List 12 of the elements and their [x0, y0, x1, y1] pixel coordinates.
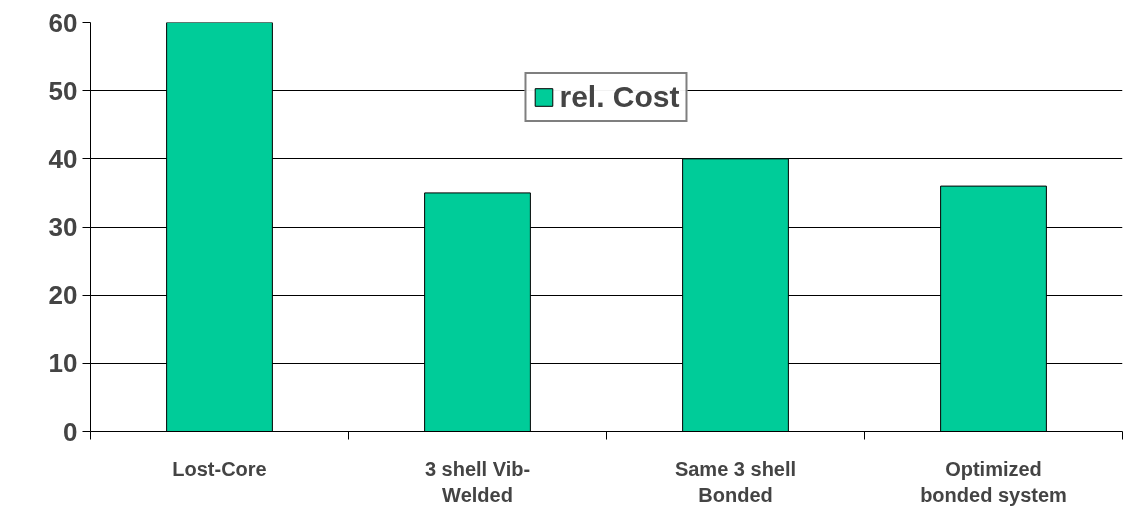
y-tick-label: 0 [63, 416, 78, 447]
x-tick-label: Same 3 shell Bonded [674, 457, 797, 506]
y-tick-label: 20 [48, 280, 78, 311]
y-tick-label: 50 [48, 75, 78, 106]
x-tick-label: Optimized bonded system [920, 457, 1067, 506]
x-tick-label: Lost-Core [172, 457, 267, 480]
y-tick-label: 10 [48, 348, 78, 379]
y-tick-label: 60 [48, 7, 78, 38]
x-tick-label: 3 shell Vib- Welded [424, 457, 531, 506]
y-tick-label: 30 [48, 212, 78, 242]
y-tick-label: 40 [48, 143, 78, 174]
legend-label: rel. Cost [559, 80, 680, 114]
